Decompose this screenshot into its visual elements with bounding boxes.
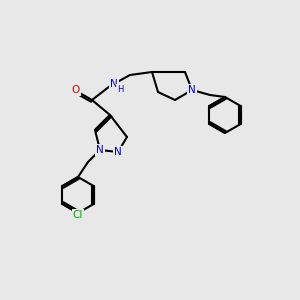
Text: O: O [72,85,80,95]
Text: N: N [188,85,196,95]
Text: Cl: Cl [73,210,83,220]
Text: N: N [114,147,122,157]
Text: H: H [117,85,123,94]
Text: N: N [110,79,118,89]
Text: N: N [96,145,104,155]
